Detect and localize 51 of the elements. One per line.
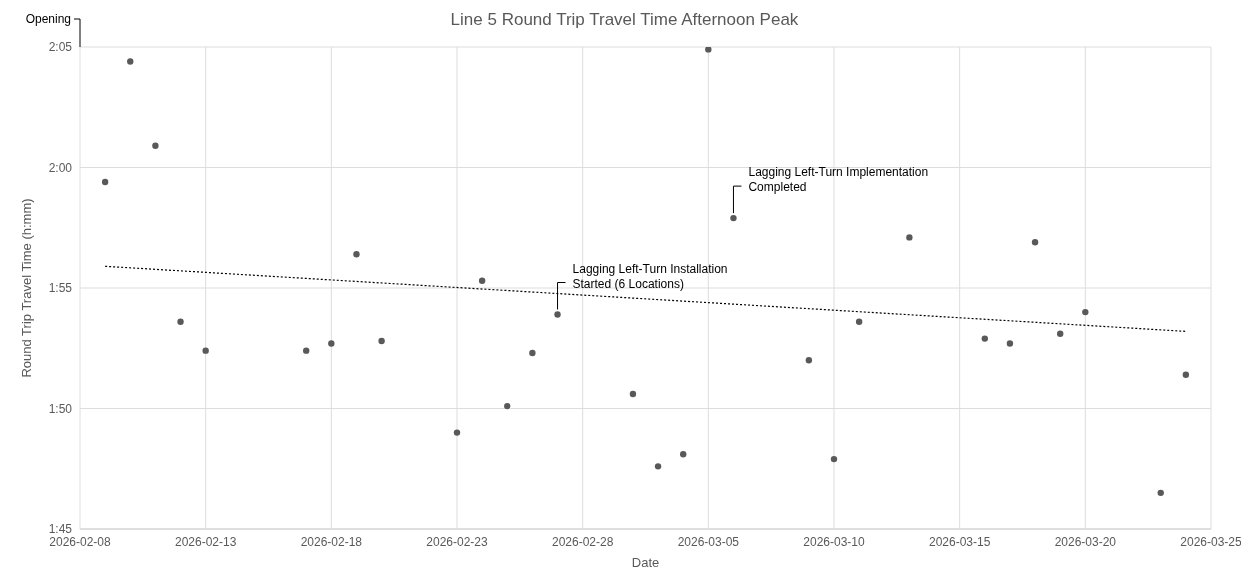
point xyxy=(554,311,561,318)
y-tick-label: 1:50 xyxy=(48,401,73,416)
point xyxy=(830,455,838,463)
x-tick-label: 2026-02-18 xyxy=(300,534,363,549)
x-tick-label: 2026-03-10 xyxy=(803,534,866,549)
y-tick-label: 1:55 xyxy=(48,281,73,296)
point xyxy=(504,402,511,410)
x-axis-title: Date xyxy=(631,555,660,570)
x-tick-label: 2026-03-20 xyxy=(1054,534,1117,549)
annotation: Lagging Left-Turn Implementation Completed xyxy=(748,165,929,195)
point xyxy=(1057,330,1064,337)
point xyxy=(705,47,712,53)
x-tick-label: 2026-03-25 xyxy=(1180,534,1243,549)
chart-title: Line 5 Round Trip Travel Time Afternoon Peak xyxy=(450,10,799,29)
point xyxy=(152,142,159,150)
point xyxy=(202,347,209,354)
point xyxy=(654,463,662,470)
point xyxy=(529,349,536,357)
point xyxy=(629,390,637,398)
point xyxy=(353,251,360,258)
y-tick-label: 1:45 xyxy=(48,522,73,537)
point xyxy=(906,234,913,241)
x-tick-label: 2026-03-15 xyxy=(928,534,991,549)
point xyxy=(1182,371,1190,378)
point xyxy=(101,178,109,186)
x-tick-label: 2026-02-13 xyxy=(174,534,237,549)
point xyxy=(1006,340,1014,347)
x-tick-label: 2026-02-08 xyxy=(49,534,112,549)
point xyxy=(328,340,335,347)
x-tick-label: 2026-02-23 xyxy=(426,534,489,549)
point xyxy=(1157,489,1164,497)
x-tick-label: 2026-03-05 xyxy=(677,534,740,549)
point xyxy=(478,277,486,284)
point xyxy=(855,318,863,325)
point xyxy=(1082,308,1089,316)
point xyxy=(177,318,184,325)
point xyxy=(303,347,310,354)
y-tick-label: 2:05 xyxy=(48,40,73,55)
annotation: Lagging Left-Turn Installation Started (6 Locations) xyxy=(572,261,728,291)
point xyxy=(1031,239,1039,246)
y-axis-title: Round Trip Travel Time (h:mm) xyxy=(18,198,34,378)
x-tick-label: 2026-02-28 xyxy=(551,534,614,549)
text: Opening xyxy=(25,12,71,26)
point xyxy=(680,451,687,458)
point xyxy=(981,335,988,342)
point xyxy=(127,58,134,65)
point xyxy=(378,337,385,345)
point xyxy=(453,429,461,436)
point xyxy=(805,357,813,364)
point xyxy=(730,214,737,222)
y-tick-label: 2:00 xyxy=(48,160,73,175)
